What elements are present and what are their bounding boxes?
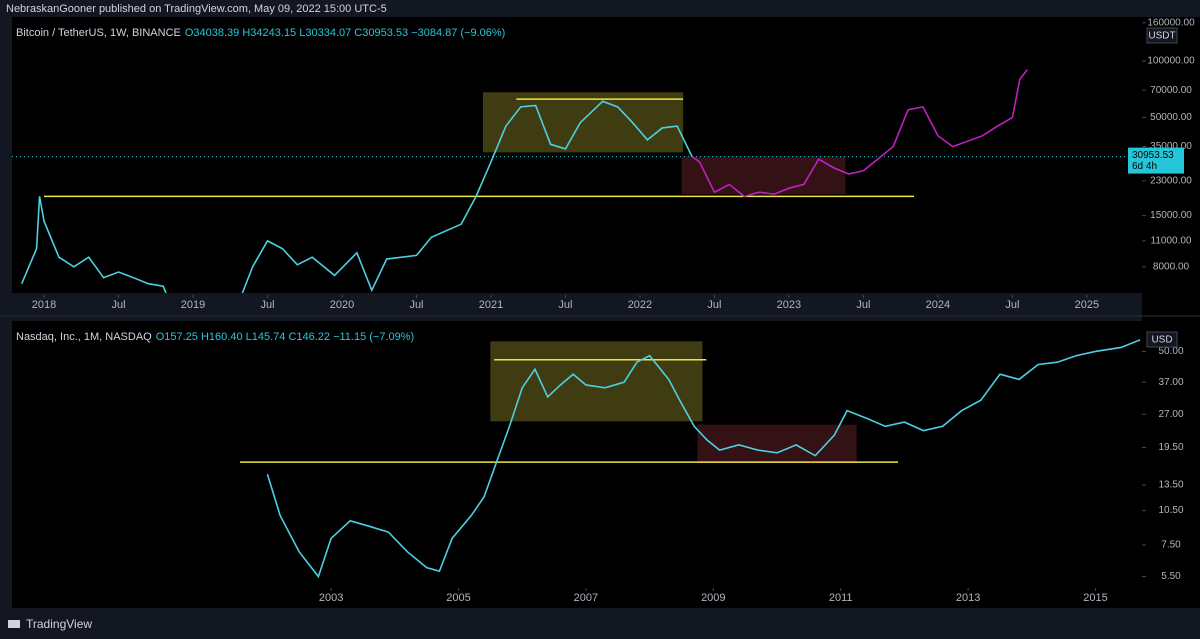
panel <box>12 17 1142 293</box>
x-tick-label: Jul <box>1005 299 1019 311</box>
ohlc: O34038.39 H34243.15 L30334.07 C30953.53 … <box>185 27 506 39</box>
x-tick-label: 2005 <box>446 592 470 604</box>
price-tag-label: 30953.53 <box>1132 150 1174 161</box>
x-tick-label: Jul <box>558 299 572 311</box>
y-tick-label: 15000.00 <box>1150 210 1192 221</box>
unit: USDT <box>1148 31 1175 42</box>
unit: USD <box>1151 335 1172 346</box>
symbol-title: Nasdaq, Inc., 1M, NASDAQ <box>16 331 152 343</box>
brand-logo <box>8 620 20 628</box>
price-line <box>266 339 1141 579</box>
price-line <box>691 69 1028 198</box>
zone <box>697 424 857 464</box>
price-line <box>20 100 693 293</box>
publisher: NebraskanGooner published on TradingView… <box>6 3 387 15</box>
y-tick-label: 19.50 <box>1158 442 1183 453</box>
y-tick-label: 10.50 <box>1158 505 1183 516</box>
x-tick-label: Jul <box>260 299 274 311</box>
y-tick-label: 35000.00 <box>1150 141 1192 152</box>
x-tick-label: 2022 <box>628 299 652 311</box>
price-axis <box>1142 17 1200 608</box>
y-tick-label: 5.50 <box>1161 571 1181 582</box>
y-tick-label: 23000.00 <box>1150 175 1192 186</box>
y-tick-label: 13.50 <box>1158 480 1183 491</box>
x-tick-label: Jul <box>856 299 870 311</box>
y-tick-label: 7.50 <box>1161 540 1181 551</box>
x-tick-label: 2024 <box>926 299 950 311</box>
x-tick-label: 2015 <box>1083 592 1107 604</box>
y-tick-label: 70000.00 <box>1150 85 1192 96</box>
plot <box>12 69 1142 293</box>
x-tick-label: 2009 <box>701 592 725 604</box>
x-tick-label: Jul <box>409 299 423 311</box>
plot <box>240 339 1141 579</box>
y-tick-label: 37.00 <box>1158 377 1183 388</box>
symbol-title: Bitcoin / TetherUS, 1W, BINANCE <box>16 27 181 39</box>
ohlc: O157.25 H160.40 L145.74 C146.22 −11.15 (… <box>156 331 415 343</box>
x-tick-label: 2020 <box>330 299 354 311</box>
y-tick-label: 50.00 <box>1158 346 1183 357</box>
x-tick-label: 2021 <box>479 299 503 311</box>
countdown: 6d 4h <box>1132 161 1157 172</box>
brand: TradingView <box>26 617 92 631</box>
x-tick-label: 2025 <box>1075 299 1099 311</box>
price-tag <box>1128 147 1184 174</box>
x-tick-label: 2003 <box>319 592 343 604</box>
x-tick-label: 2023 <box>777 299 801 311</box>
unit-box <box>1146 27 1178 44</box>
zone <box>490 341 703 422</box>
x-tick-label: 2007 <box>574 592 598 604</box>
y-tick-label: 160000.00 <box>1147 17 1195 28</box>
unit-box <box>1146 331 1178 348</box>
y-tick-label: 8000.00 <box>1153 261 1190 272</box>
y-tick-label: 100000.00 <box>1147 56 1195 67</box>
x-tick-label: 2019 <box>181 299 205 311</box>
y-tick-label: 27.00 <box>1158 409 1183 420</box>
x-tick-label: Jul <box>707 299 721 311</box>
x-tick-label: 2011 <box>829 592 853 604</box>
x-tick-label: 2013 <box>956 592 980 604</box>
y-tick-label: 11000.00 <box>1151 236 1192 247</box>
x-tick-label: Jul <box>111 299 125 311</box>
y-tick-label: 50000.00 <box>1150 112 1192 123</box>
zone <box>482 92 684 153</box>
x-tick-label: 2018 <box>32 299 56 311</box>
zone <box>681 156 846 195</box>
